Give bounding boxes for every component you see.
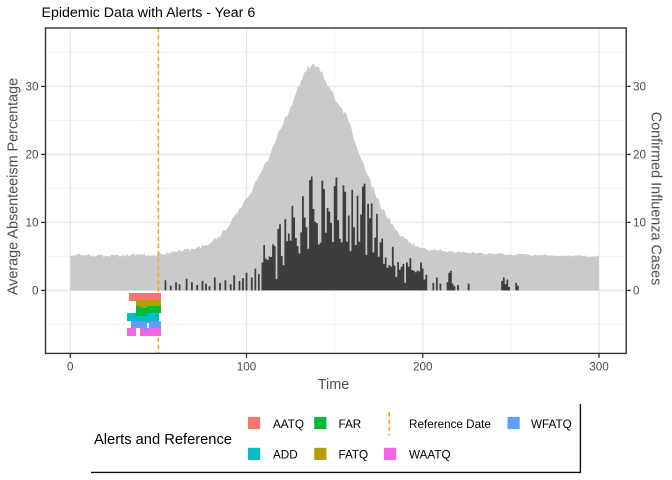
- svg-text:AATQ: AATQ: [273, 418, 304, 431]
- svg-text:200: 200: [413, 361, 433, 374]
- svg-text:20: 20: [25, 149, 39, 162]
- svg-text:30: 30: [25, 81, 39, 94]
- svg-text:WFATQ: WFATQ: [531, 418, 572, 431]
- svg-text:Epidemic Data with Alerts - Ye: Epidemic Data with Alerts - Year 6: [42, 5, 256, 21]
- svg-text:10: 10: [25, 217, 39, 230]
- svg-text:0: 0: [633, 285, 640, 298]
- svg-text:WAATQ: WAATQ: [409, 449, 451, 462]
- svg-text:Confirmed Influenza Cases: Confirmed Influenza Cases: [648, 112, 664, 286]
- svg-text:ADD: ADD: [273, 449, 298, 462]
- svg-text:30: 30: [633, 81, 647, 94]
- svg-text:0: 0: [32, 285, 39, 298]
- svg-text:Alerts and Reference: Alerts and Reference: [94, 432, 232, 448]
- svg-text:300: 300: [589, 361, 609, 374]
- svg-text:100: 100: [237, 361, 257, 374]
- svg-text:Time: Time: [318, 377, 349, 393]
- svg-text:FATQ: FATQ: [339, 449, 369, 462]
- svg-text:Average Absenteeism Percentage: Average Absenteeism Percentage: [6, 78, 22, 295]
- svg-text:10: 10: [633, 217, 647, 230]
- svg-text:0: 0: [67, 361, 74, 374]
- svg-text:Reference Date: Reference Date: [409, 418, 491, 431]
- svg-text:20: 20: [633, 149, 647, 162]
- svg-text:FAR: FAR: [339, 418, 362, 431]
